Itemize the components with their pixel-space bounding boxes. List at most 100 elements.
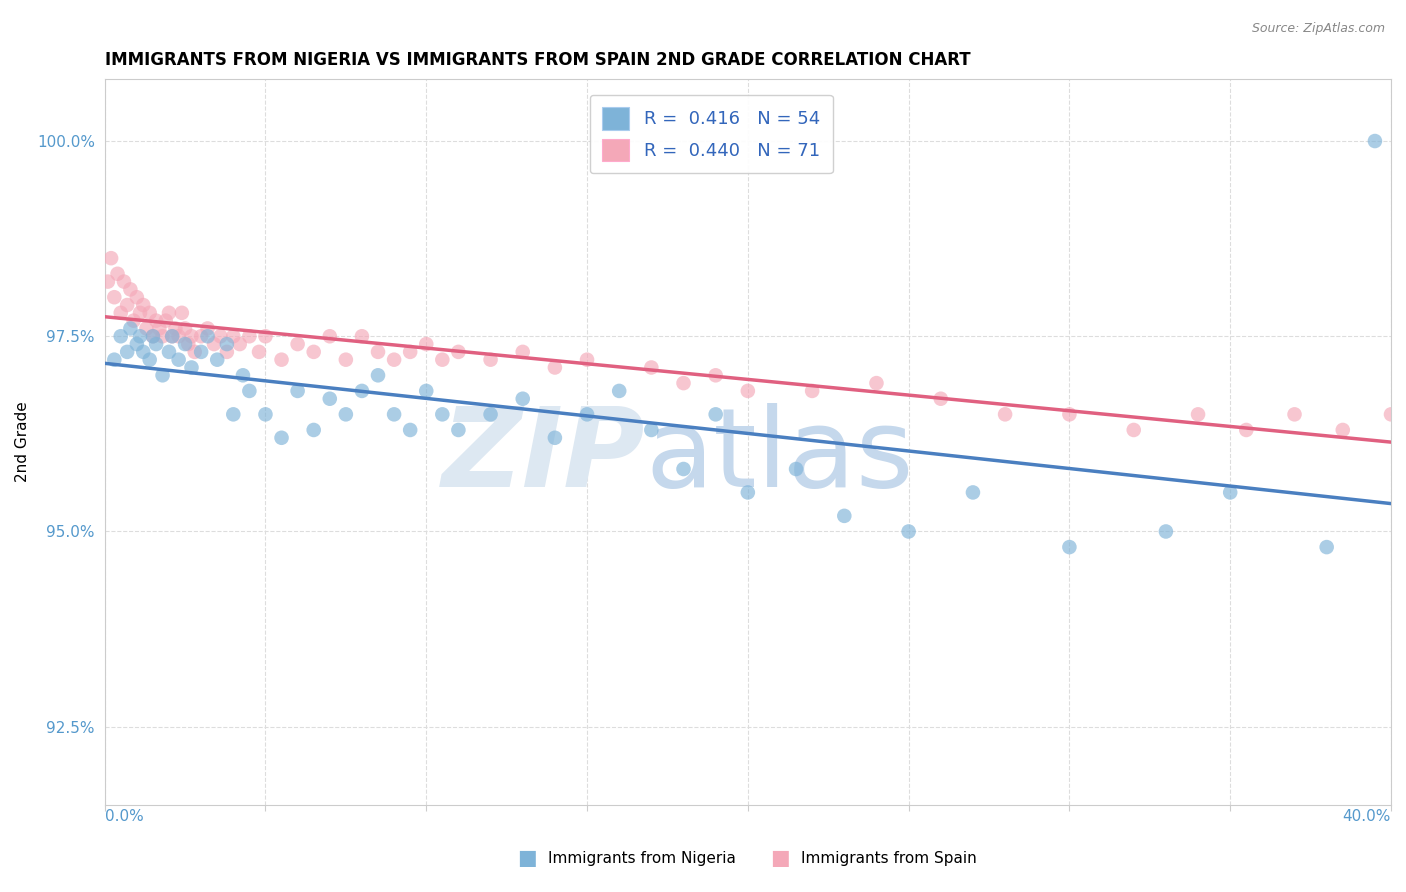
Point	[129, 306, 152, 320]
Point	[112, 275, 135, 289]
Point	[132, 298, 155, 312]
Point	[367, 344, 389, 359]
Point	[165, 321, 187, 335]
Point	[704, 408, 727, 422]
Point	[138, 306, 160, 320]
Point	[157, 306, 180, 320]
Point	[897, 524, 920, 539]
Point	[97, 275, 120, 289]
Point	[382, 408, 405, 422]
Point	[1316, 540, 1339, 554]
Point	[640, 360, 662, 375]
Point	[432, 408, 454, 422]
Point	[415, 384, 437, 398]
Point	[704, 368, 727, 383]
Point	[367, 368, 389, 383]
Point	[479, 408, 502, 422]
Point	[1187, 408, 1209, 422]
Point	[737, 485, 759, 500]
Point	[350, 329, 373, 343]
Point	[415, 337, 437, 351]
Text: ZIP: ZIP	[441, 402, 645, 509]
Point	[1059, 540, 1081, 554]
Point	[479, 352, 502, 367]
Point	[254, 408, 277, 422]
Point	[287, 384, 309, 398]
Point	[167, 352, 190, 367]
Point	[135, 321, 157, 335]
Point	[155, 313, 177, 327]
Text: IMMIGRANTS FROM NIGERIA VS IMMIGRANTS FROM SPAIN 2ND GRADE CORRELATION CHART: IMMIGRANTS FROM NIGERIA VS IMMIGRANTS FR…	[104, 51, 970, 69]
Y-axis label: 2nd Grade: 2nd Grade	[15, 401, 30, 482]
Point	[319, 329, 342, 343]
Point	[399, 423, 422, 437]
Point	[125, 290, 148, 304]
Text: 0.0%: 0.0%	[104, 809, 143, 823]
Point	[672, 376, 695, 390]
Point	[962, 485, 984, 500]
Point	[544, 431, 567, 445]
Point	[399, 344, 422, 359]
Point	[335, 352, 357, 367]
Point	[205, 352, 228, 367]
Point	[174, 337, 197, 351]
Point	[607, 384, 630, 398]
Point	[640, 423, 662, 437]
Point	[994, 408, 1017, 422]
Text: ■: ■	[517, 848, 537, 868]
Point	[238, 384, 260, 398]
Point	[270, 431, 292, 445]
Point	[1154, 524, 1177, 539]
Point	[1364, 134, 1386, 148]
Text: Source: ZipAtlas.com: Source: ZipAtlas.com	[1251, 22, 1385, 36]
Point	[110, 306, 132, 320]
Point	[247, 344, 270, 359]
Point	[160, 329, 183, 343]
Point	[145, 313, 167, 327]
Point	[576, 352, 599, 367]
Point	[115, 298, 138, 312]
Point	[1122, 423, 1144, 437]
Point	[215, 344, 238, 359]
Point	[270, 352, 292, 367]
Point	[190, 329, 212, 343]
Point	[335, 408, 357, 422]
Point	[229, 337, 252, 351]
Point	[319, 392, 342, 406]
Point	[232, 368, 254, 383]
Point	[865, 376, 887, 390]
Text: 40.0%: 40.0%	[1343, 809, 1391, 823]
Point	[287, 337, 309, 351]
Point	[1059, 408, 1081, 422]
Point	[177, 337, 200, 351]
Point	[132, 344, 155, 359]
Point	[737, 384, 759, 398]
Point	[1331, 423, 1354, 437]
Point	[1284, 408, 1306, 422]
Point	[576, 408, 599, 422]
Point	[1219, 485, 1241, 500]
Point	[129, 329, 152, 343]
Point	[180, 329, 202, 343]
Point	[302, 423, 325, 437]
Point	[183, 344, 205, 359]
Point	[544, 360, 567, 375]
Point	[672, 462, 695, 476]
Point	[142, 329, 165, 343]
Point	[202, 337, 225, 351]
Point	[447, 344, 470, 359]
Text: Immigrants from Nigeria: Immigrants from Nigeria	[548, 851, 737, 865]
Point	[145, 337, 167, 351]
Point	[142, 329, 165, 343]
Point	[148, 321, 170, 335]
Point	[103, 290, 125, 304]
Point	[157, 344, 180, 359]
Point	[512, 344, 534, 359]
Point	[512, 392, 534, 406]
Point	[254, 329, 277, 343]
Point	[801, 384, 824, 398]
Point	[120, 282, 142, 296]
Point	[447, 423, 470, 437]
Point	[215, 337, 238, 351]
Point	[1379, 408, 1402, 422]
